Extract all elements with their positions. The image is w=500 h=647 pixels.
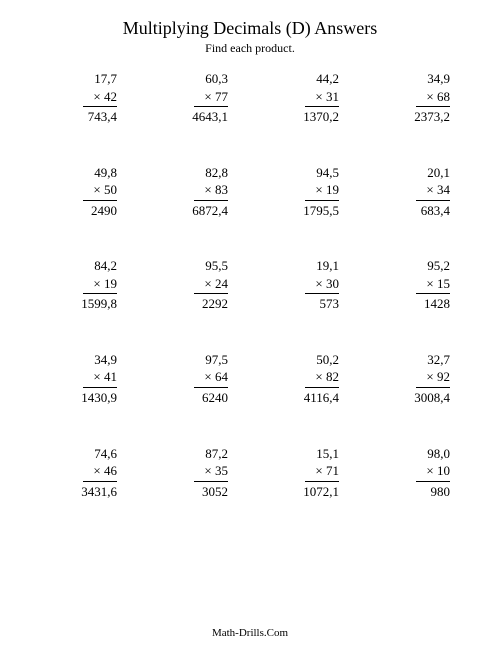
problem: 50,2× 824116,4 [250,351,361,407]
multiplier: × 92 [416,368,450,388]
problem: 44,2× 311370,2 [250,70,361,126]
problem-grid: 17,7× 42743,460,3× 774643,144,2× 311370,… [28,70,472,500]
problem: 17,7× 42743,4 [28,70,139,126]
problem: 32,7× 923008,4 [361,351,472,407]
problem: 94,5× 191795,5 [250,164,361,220]
multiplier: × 41 [83,368,117,388]
multiplicand: 95,5 [205,257,228,275]
multiplier: × 50 [83,181,117,201]
multiplicand: 20,1 [427,164,450,182]
product: 6872,4 [192,201,228,220]
problem: 74,6× 463431,6 [28,445,139,501]
product: 980 [431,482,451,501]
multiplier: × 10 [416,462,450,482]
problem: 20,1× 34683,4 [361,164,472,220]
page-title: Multiplying Decimals (D) Answers [28,18,472,39]
multiplier: × 82 [305,368,339,388]
problem: 19,1× 30573 [250,257,361,313]
multiplicand: 87,2 [205,445,228,463]
multiplier: × 77 [194,88,228,108]
problem: 95,2× 151428 [361,257,472,313]
multiplicand: 74,6 [94,445,117,463]
multiplier: × 64 [194,368,228,388]
problem: 95,5× 242292 [139,257,250,313]
problem: 34,9× 411430,9 [28,351,139,407]
multiplicand: 84,2 [94,257,117,275]
multiplicand: 17,7 [94,70,117,88]
multiplicand: 19,1 [316,257,339,275]
problem: 34,9× 682373,2 [361,70,472,126]
multiplier: × 35 [194,462,228,482]
multiplicand: 95,2 [427,257,450,275]
problem: 82,8× 836872,4 [139,164,250,220]
product: 3431,6 [81,482,117,501]
multiplier: × 24 [194,275,228,295]
problem: 98,0× 10980 [361,445,472,501]
problem: 97,5× 646240 [139,351,250,407]
problem: 87,2× 353052 [139,445,250,501]
product: 3008,4 [414,388,450,407]
multiplicand: 97,5 [205,351,228,369]
multiplicand: 98,0 [427,445,450,463]
product: 4116,4 [304,388,339,407]
multiplicand: 60,3 [205,70,228,88]
multiplicand: 82,8 [205,164,228,182]
page-footer: Math-Drills.Com [0,627,500,639]
page-subtitle: Find each product. [28,41,472,56]
product: 1428 [424,294,450,313]
product: 743,4 [88,107,117,126]
multiplicand: 15,1 [316,445,339,463]
product: 683,4 [421,201,450,220]
multiplier: × 19 [305,181,339,201]
multiplier: × 30 [305,275,339,295]
multiplicand: 94,5 [316,164,339,182]
multiplier: × 71 [305,462,339,482]
multiplier: × 31 [305,88,339,108]
product: 1370,2 [303,107,339,126]
product: 1795,5 [303,201,339,220]
multiplier: × 42 [83,88,117,108]
problem: 60,3× 774643,1 [139,70,250,126]
multiplier: × 34 [416,181,450,201]
multiplier: × 46 [83,462,117,482]
product: 2490 [91,201,117,220]
problem: 84,2× 191599,8 [28,257,139,313]
problem: 49,8× 502490 [28,164,139,220]
worksheet-page: Multiplying Decimals (D) Answers Find ea… [0,0,500,647]
product: 1430,9 [81,388,117,407]
multiplicand: 32,7 [427,351,450,369]
product: 1072,1 [303,482,339,501]
multiplicand: 49,8 [94,164,117,182]
product: 1599,8 [81,294,117,313]
multiplier: × 68 [416,88,450,108]
product: 2373,2 [414,107,450,126]
product: 2292 [202,294,228,313]
multiplier: × 19 [83,275,117,295]
multiplier: × 83 [194,181,228,201]
product: 3052 [202,482,228,501]
multiplier: × 15 [416,275,450,295]
product: 4643,1 [192,107,228,126]
multiplicand: 50,2 [316,351,339,369]
product: 6240 [202,388,228,407]
multiplicand: 34,9 [427,70,450,88]
multiplicand: 34,9 [94,351,117,369]
multiplicand: 44,2 [316,70,339,88]
problem: 15,1× 711072,1 [250,445,361,501]
product: 573 [320,294,340,313]
